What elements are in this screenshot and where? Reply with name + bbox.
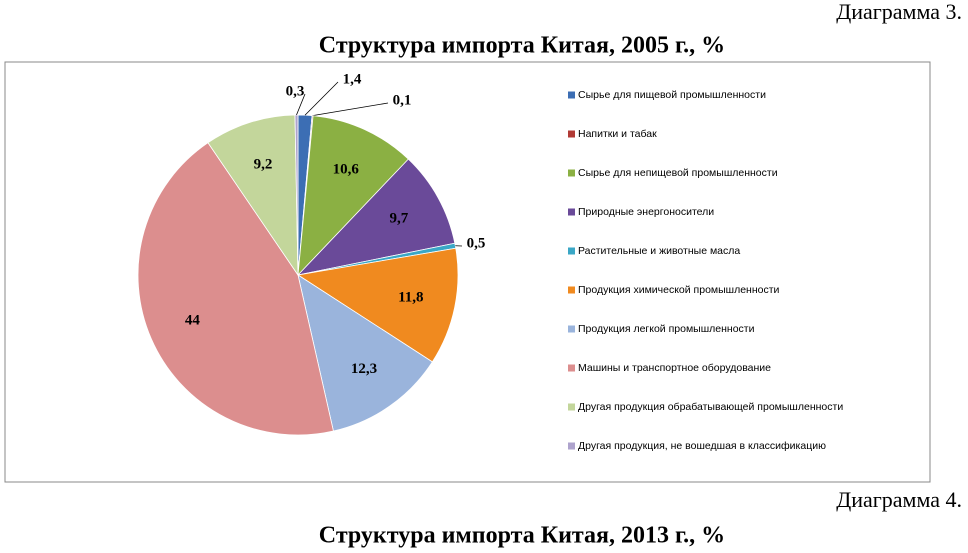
legend-label: Сырье для непищевой промышленности (578, 167, 778, 179)
data-label: 12,3 (351, 361, 377, 377)
data-label: 44 (185, 312, 201, 328)
data-label: 11,8 (398, 290, 423, 306)
legend-swatch (568, 208, 575, 216)
legend-swatch (568, 286, 575, 294)
data-label: 0,5 (467, 235, 486, 251)
data-label: 9,7 (389, 211, 408, 227)
chart-title: Структура импорта Китая, 2005 г., % (319, 33, 725, 59)
caption: Диаграмма 3. (836, 0, 962, 24)
legend-label: Сырье для пищевой промышленности (578, 89, 766, 101)
legend-swatch (568, 91, 575, 99)
pie: 1,4 0,1 10,6 9,7 0,5 11,8 12,3 44 9,2 0,3 (137, 71, 486, 436)
data-label: 9,2 (254, 157, 273, 173)
legend-label: Продукция химической промышленности (578, 284, 780, 296)
legend-swatch (568, 169, 575, 177)
legend-label: Машины и транспортное оборудование (578, 362, 771, 374)
pie-slice (297, 115, 409, 277)
data-label: 0,3 (286, 83, 305, 99)
pie-slice (296, 158, 456, 276)
leader-line (304, 81, 339, 116)
next-caption: Диаграмма 4. (836, 487, 962, 512)
legend-label: Другая продукция, не вошедшая в классифи… (578, 440, 826, 452)
legend-swatch (568, 364, 575, 372)
legend-swatch (568, 130, 575, 138)
leader-line (296, 93, 306, 116)
legend-swatch (568, 325, 575, 333)
legend-swatch (568, 247, 575, 255)
legend-label: Природные энергоносители (578, 206, 714, 218)
pie-slice (137, 142, 334, 436)
next-title: Структура импорта Китая, 2013 г., % (319, 523, 725, 549)
legend-label: Другая продукция обрабатывающей промышле… (578, 401, 843, 413)
data-label: 10,6 (333, 162, 360, 178)
legend-swatch (568, 403, 575, 411)
data-label: 0,1 (393, 92, 412, 108)
pie-slice (297, 274, 433, 432)
data-label: 1,4 (343, 71, 362, 87)
legend-label: Напитки и табак (578, 128, 657, 140)
pie-slice (296, 247, 459, 363)
legend-swatch (568, 442, 575, 450)
legend: Сырье для пищевой промышленности Напитки … (568, 89, 843, 452)
legend-label: Растительные и животные масла (578, 245, 740, 257)
legend-label: Продукция легкой промышленности (578, 323, 755, 335)
pie-slice (207, 114, 299, 277)
leader-line (312, 102, 389, 117)
